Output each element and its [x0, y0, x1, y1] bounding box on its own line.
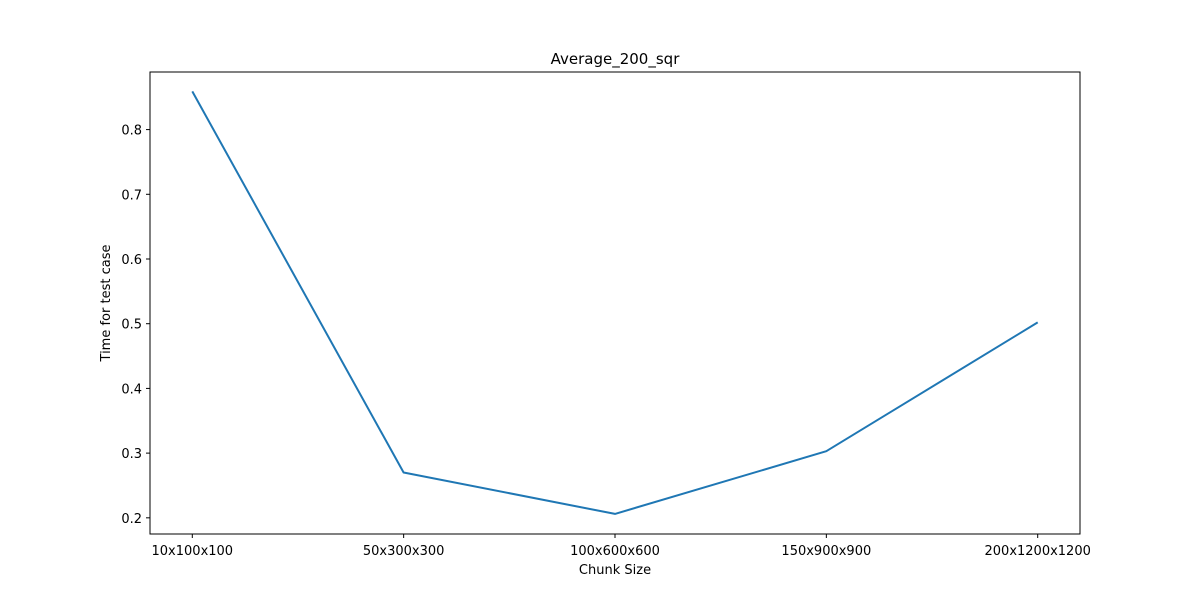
plot-area [149, 71, 1081, 535]
y-axis: 0.2 0.3 0.4 0.5 0.6 0.7 0.8 [121, 124, 150, 527]
y-tick-label: 0.6 [121, 253, 142, 268]
y-tick-label: 0.4 [121, 382, 142, 397]
x-axis: 10x100x100 50x300x300 100x600x600 150x900x9… [152, 534, 1091, 559]
chart-title: Average_200_sqr [551, 50, 681, 69]
y-tick-label: 0.2 [121, 512, 142, 527]
y-tick-label: 0.5 [121, 318, 142, 333]
y-tick-label: 0.3 [121, 447, 142, 462]
y-tick-label: 0.8 [121, 124, 142, 139]
x-tick-label: 50x300x300 [363, 544, 445, 559]
x-tick-label: 200x1200x1200 [985, 544, 1091, 559]
y-tick-label: 0.7 [121, 188, 142, 203]
x-tick-label: 150x900x900 [781, 544, 871, 559]
x-tick-label: 100x600x600 [570, 544, 660, 559]
y-axis-label: Time for test case [99, 245, 114, 363]
x-tick-label: 10x100x100 [152, 544, 234, 559]
series-line [191, 90, 1039, 515]
series-group [191, 90, 1039, 515]
x-axis-label: Chunk Size [579, 563, 651, 578]
